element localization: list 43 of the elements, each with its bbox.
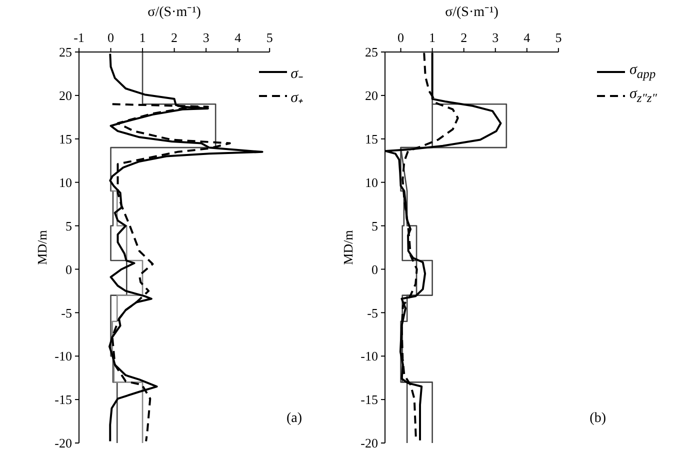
x-tick-label: 1 (139, 30, 146, 45)
y-tick-label: 20 (59, 88, 72, 104)
y-tick-label: -5 (367, 305, 378, 320)
x-tick-label: 0 (108, 30, 114, 45)
x-tick-label: 5 (555, 30, 562, 45)
x-tick-label: 4 (234, 30, 242, 45)
x-axis-title: σ/(S·m⁻¹) (445, 5, 499, 20)
y-tick-label: 15 (365, 132, 378, 147)
y-tick-label: -10 (360, 348, 378, 364)
y-tick-label: 15 (59, 132, 72, 147)
x-tick-label: 2 (460, 30, 468, 45)
legend-label: σ₋ (290, 64, 303, 82)
y-tick-label: 0 (372, 262, 378, 277)
y-tick-label: -15 (360, 392, 378, 408)
x-tick-label: -1 (74, 30, 84, 45)
x-tick-label: 3 (202, 30, 210, 45)
y-axis-title: MD/m (340, 230, 356, 265)
text: (a) (286, 411, 302, 427)
x-tick-label: 3 (492, 30, 499, 45)
x-tick-label: 4 (524, 30, 531, 45)
x-tick-label: 2 (171, 30, 178, 45)
legend-label: σ₊ (290, 88, 303, 106)
x-tick-label: 1 (429, 30, 436, 45)
text: (b) (590, 411, 606, 427)
y-tick-label: 5 (66, 218, 72, 234)
legend-label: σ$_{z″z″}$ (629, 86, 657, 106)
y-tick-label: -10 (54, 348, 72, 364)
y-tick-label: 25 (59, 44, 72, 60)
y-axis-title: MD/m (34, 230, 50, 265)
y-tick-label: 10 (365, 174, 378, 190)
y-tick-label: 5 (372, 218, 378, 234)
y-tick-label: -15 (54, 392, 72, 408)
x-axis-title: σ/(S·m⁻¹) (148, 5, 202, 20)
y-tick-label: 20 (365, 88, 378, 104)
x-tick-label: 0 (398, 30, 404, 45)
y-tick-label: -5 (61, 305, 72, 320)
y-tick-label: -20 (360, 436, 378, 451)
y-tick-label: 10 (59, 174, 72, 190)
y-tick-label: 0 (66, 262, 72, 277)
y-tick-label: -20 (54, 436, 72, 451)
y-tick-label: 25 (365, 44, 378, 60)
legend-label: σ$_{app}$ (629, 62, 656, 82)
x-tick-label: 5 (266, 30, 273, 45)
